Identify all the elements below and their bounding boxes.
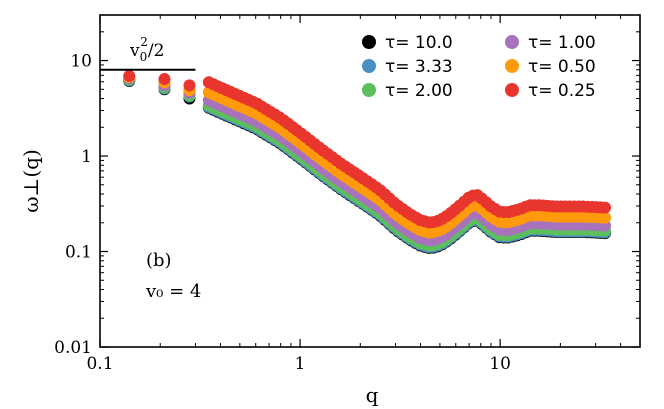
y-tick-label: 0.01 xyxy=(54,338,92,358)
legend-marker xyxy=(505,59,519,73)
hline-label-tail: /2 xyxy=(148,41,165,61)
plot-frame xyxy=(99,14,641,348)
legend-marker xyxy=(362,35,376,49)
hline-label: v02/2 xyxy=(129,35,164,64)
data-point xyxy=(599,211,612,224)
legend-label: τ= 1.00 xyxy=(528,33,596,53)
legend-marker xyxy=(362,59,376,73)
x-tick-label: 10 xyxy=(489,354,511,374)
hline-label-sub: 0 xyxy=(140,50,148,64)
x-axis-label: q xyxy=(366,383,379,407)
legend-marker xyxy=(505,83,519,97)
series-group xyxy=(123,69,612,229)
legend-label: τ= 3.33 xyxy=(385,57,453,77)
data-point xyxy=(183,79,196,92)
legend-marker xyxy=(505,35,519,49)
data-point xyxy=(123,69,136,82)
y-axis-label: ω⊥(q) xyxy=(19,149,43,213)
legend: τ= 10.0 τ= 3.33 τ= 2.00 τ= 1.00 τ= 0.50 τ= 0.… xyxy=(362,33,596,101)
marks-layer xyxy=(123,69,612,254)
y-tick-label: 0.1 xyxy=(65,243,92,263)
x-tick-label: 1 xyxy=(295,354,306,374)
data-point xyxy=(158,73,171,86)
legend-label: τ= 0.50 xyxy=(528,57,596,77)
legend-label: τ= 0.25 xyxy=(528,81,596,101)
data-point xyxy=(599,201,612,214)
x-tick-label: 0.1 xyxy=(86,354,113,374)
y-tick-label: 10 xyxy=(70,52,92,72)
legend-label: τ= 10.0 xyxy=(385,33,453,53)
legend-label: τ= 2.00 xyxy=(385,81,453,101)
y-tick-label: 1 xyxy=(81,147,92,167)
legend-marker xyxy=(362,83,376,97)
panel-label: (b) xyxy=(146,250,172,271)
hline-label-sup: 2 xyxy=(140,35,148,49)
v0-annotation: v₀ = 4 xyxy=(145,281,201,302)
hline-label-base: v xyxy=(129,41,140,61)
